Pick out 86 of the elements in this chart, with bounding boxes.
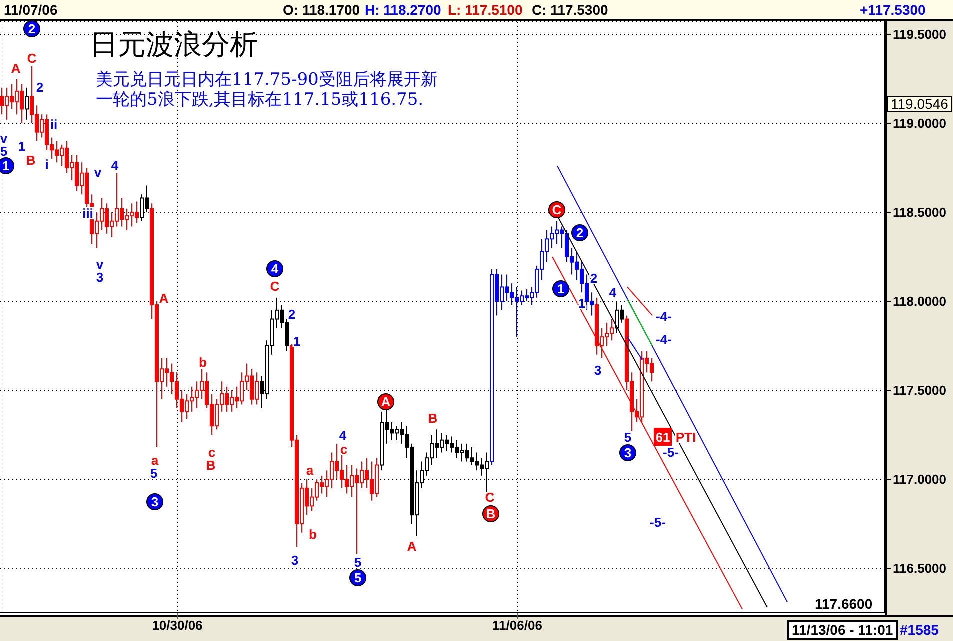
annotation: v (0, 131, 8, 146)
text: +117.5300 (860, 2, 926, 18)
annotation: C (485, 490, 496, 505)
chart-title: 日元波浪分析 (90, 28, 258, 62)
annotation: 5 (150, 466, 158, 481)
text: 美元兑日元日内在117.75-90受阻后将展开新一轮的5浪下跌,其目标在117.15或116.75. (96, 70, 439, 110)
wave-label: B (482, 506, 500, 522)
annotation: 2 (28, 22, 36, 36)
text: 11/13/06 - 11:01 (787, 620, 898, 640)
text: 11/07/06 (4, 2, 58, 18)
wave-label: 3 (620, 444, 636, 462)
wave-label: 5 (350, 570, 366, 586)
y-tick-label: 116.5000 (893, 561, 947, 576)
annotation: i (45, 157, 49, 172)
x-tick-label: 11/06/06 (492, 618, 542, 634)
wave-label: 1 (552, 280, 570, 298)
annotation: 2 (590, 271, 598, 286)
wave-label: 2 (24, 20, 40, 38)
y-tick-label: 119.5000 (893, 27, 947, 42)
annotation: 4 (339, 428, 348, 443)
annotation: A (159, 291, 170, 306)
annotation: A (407, 539, 418, 554)
wave-label: 1 (0, 158, 14, 174)
annotation: 117.6600 (815, 596, 873, 612)
wave-label: 4 (266, 260, 284, 278)
annotation: b (199, 355, 208, 370)
annotation: 5 (354, 555, 362, 570)
annotation: -5- (663, 445, 679, 460)
y-tick-label: 118.0000 (893, 294, 947, 310)
annotation: 1 (2, 158, 10, 174)
text: C: 117.5300 (532, 2, 608, 18)
y-tick-label: 119.0000 (893, 116, 947, 132)
annotation: v (96, 257, 104, 272)
annotation: 2 (36, 80, 44, 95)
annotation: 4 (271, 262, 280, 276)
annotation: B (206, 458, 216, 473)
wave-label: C (548, 202, 566, 218)
annotation: C (270, 279, 280, 294)
wave-label: A (378, 394, 394, 410)
wave-label: 2 (572, 224, 588, 242)
annotation: 5 (0, 144, 8, 159)
text: O: 118.1700 (283, 2, 360, 18)
y-tick-label: 117.5000 (893, 383, 947, 398)
annotation: v (94, 165, 102, 180)
annotation: PTI (676, 430, 696, 445)
wave-label: 3 (146, 494, 164, 510)
annotation: B (486, 506, 496, 522)
annotation: A (381, 394, 392, 410)
annotation: 5 (354, 570, 362, 586)
annotation: c (208, 445, 216, 460)
annotation: 2 (288, 307, 296, 322)
annotation: C (552, 202, 562, 218)
annotation: 3 (151, 494, 159, 510)
annotation: 4 (609, 285, 618, 300)
annotation: 3 (96, 270, 104, 285)
annotation: 1 (293, 334, 301, 349)
text: H: 118.2700 (365, 2, 442, 18)
annotation: C (27, 51, 38, 66)
x-tick-label: 10/30/06 (152, 618, 203, 634)
candlestick (25, 87, 29, 120)
annotation: 3 (624, 446, 632, 460)
text: 119.0546 (887, 96, 952, 112)
text: L: 117.5100 (448, 2, 523, 18)
text: #1585 (900, 622, 939, 638)
annotation: 61 (656, 430, 670, 445)
y-tick-label: 118.5000 (893, 205, 947, 220)
annotation: A (11, 61, 22, 76)
annotation: 1 (557, 282, 565, 296)
annotation: b (309, 527, 318, 542)
annotation: -4- (656, 309, 672, 324)
annotation: 3 (594, 363, 602, 378)
annotation: 1 (578, 296, 586, 311)
annotation: B (428, 411, 438, 426)
annotation: a (306, 463, 314, 478)
annotation: c (340, 442, 348, 457)
annotation: ii (50, 117, 58, 132)
annotation: a (151, 453, 160, 468)
annotation: -5- (650, 515, 666, 530)
annotation: 4 (111, 158, 120, 173)
annotation: 1 (18, 139, 26, 154)
annotation: 5 (624, 430, 632, 445)
annotation: 2 (576, 226, 584, 240)
annotation: 3 (291, 553, 299, 568)
y-tick-label: 117.0000 (893, 472, 947, 488)
annotation: -4- (656, 332, 672, 347)
annotation: B (26, 153, 36, 168)
